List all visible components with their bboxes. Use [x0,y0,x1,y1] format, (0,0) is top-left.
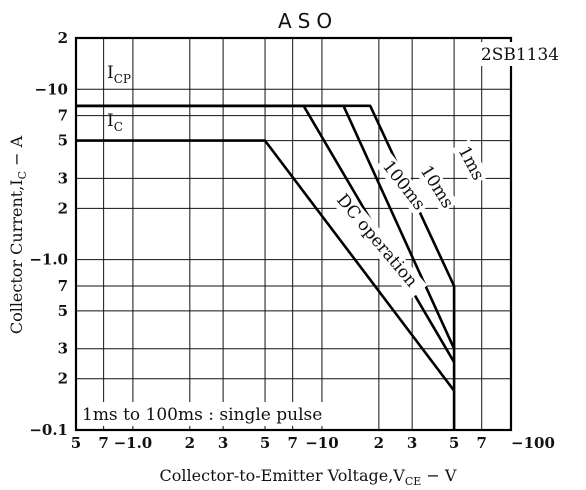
y-tick-label-9: 3 [58,340,68,358]
y-axis-label-sub: C [16,171,29,179]
pulse-note: 1ms to 100ms : single pulse [82,405,322,425]
x-tick-label-3: 2 [185,434,195,452]
ic-label-sub: C [114,120,123,134]
series-line-dc-operation [76,139,456,392]
y-tick-label-4: 3 [58,169,68,187]
plot-frame [74,36,513,432]
x-tick-label-4: 3 [218,434,228,452]
pulse-note-box [79,402,349,426]
y-axis-label-unit: − A [7,135,26,171]
icp-label-main: I [107,63,114,83]
y-tick-label-8: 5 [58,302,68,320]
series-line-1ms [76,104,456,287]
y-tick-label-0: 2 [58,29,68,47]
x-tick-label-5: 5 [260,434,270,452]
100ms-label-group: 100ms [375,153,431,217]
ic-label-main: I [107,111,114,131]
x-axis-label-sub: CE [405,475,421,488]
x-tick-label-2: −1.0 [114,434,153,452]
x-tick-label-6: 7 [287,434,297,452]
x-tick-label-10: 5 [449,434,459,452]
grid-lines [76,38,511,430]
chart-title: ASO [278,9,338,33]
y-tick-label-3: 5 [58,132,68,150]
x-axis-label-unit: − V [421,466,457,485]
ic-label: IC [107,111,123,134]
y-tick-label-2: 7 [58,107,68,125]
1ms-label-group: 1ms [451,139,490,186]
x-axis-label-main: Collector-to-Emitter Voltage,V [160,466,406,485]
x-tick-label-0: 5 [71,434,81,452]
icp-label: ICP [107,63,131,86]
y-tick-label-6: −1.0 [29,251,68,269]
x-tick-label-11: 7 [476,434,486,452]
x-axis-label: Collector-to-Emitter Voltage,VCE − V [160,466,457,488]
y-tick-label-10: 2 [58,370,68,388]
x-tick-labels: 5 7 −1.0 2 3 5 7 −10 2 3 5 7 −100 [71,434,555,452]
x-tick-label-8: 2 [374,434,384,452]
x-tick-label-9: 3 [407,434,417,452]
y-tick-label-5: 2 [58,199,68,217]
x-tick-label-12: −100 [511,434,555,452]
y-tick-label-1: −10 [35,80,68,98]
y-axis-label: Collector Current,IC − A [7,135,29,334]
y-tick-labels: 2 −10 7 5 3 2 −1.0 7 5 3 2 −0.1 [29,29,68,439]
part-number: 2SB1134 [481,45,559,65]
x-tick-label-7: −10 [305,434,338,452]
y-tick-label-7: 7 [58,277,68,295]
y-axis-label-main: Collector Current,I [7,179,26,334]
x-tick-label-1: 7 [98,434,108,452]
y-tick-label-11: −0.1 [29,421,68,439]
icp-label-sub: CP [114,72,131,86]
part-number-box [468,42,578,66]
